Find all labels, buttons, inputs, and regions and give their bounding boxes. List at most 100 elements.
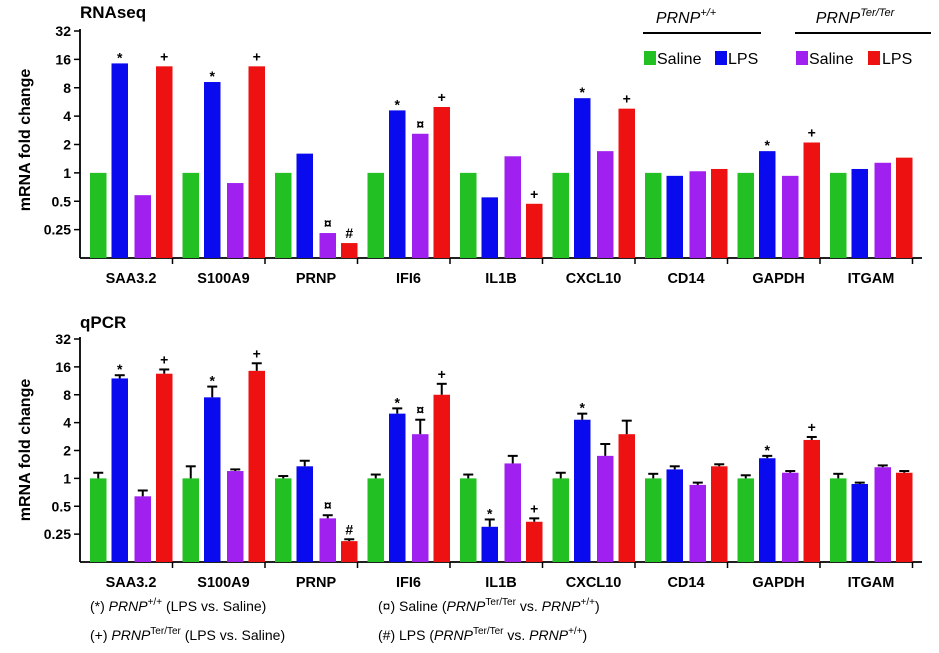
x-category-label: IFI6 (396, 575, 421, 591)
significance-marker: * (765, 442, 771, 458)
x-category-label: CD14 (667, 271, 704, 287)
y-tick-label: 2 (63, 137, 71, 153)
footnote-currency-sup1: Ter/Ter (485, 597, 516, 608)
significance-marker: * (395, 394, 401, 410)
significance-marker: ¤ (324, 497, 332, 513)
bar-itgam-series-3 (896, 472, 913, 562)
chart-rnaseq: 0.25 0.5 1 2 4 8 16 32 SAA3.2 S100A9 PRNP IFI6 IL1B C… (44, 23, 922, 287)
bar-il1b-series-2 (504, 156, 521, 258)
x-category-label: PRNP (296, 575, 337, 591)
legend-group-mutant-header: PRNPTer/Ter (795, 7, 931, 34)
y-tick-label: 0.5 (52, 193, 72, 209)
bar-ifi6-series-3 (433, 394, 450, 562)
footnote-currency-mid: vs. (520, 598, 538, 614)
footnote-currency: (¤) Saline (PRNPTer/Ter vs. PRNP+/+) (378, 597, 600, 614)
y-tick-label: 4 (63, 108, 71, 124)
legend-swatch-wt-lps (715, 51, 727, 65)
legend: PRNP+/+ PRNPTer/Ter Saline LPS Saline LP… (643, 7, 931, 68)
significance-marker: # (345, 521, 353, 537)
bar-s100a9-series-1 (204, 82, 221, 258)
bar-itgam-series-2 (874, 162, 891, 258)
bar-gapdh-series-1 (759, 151, 776, 258)
x-category-label: GAPDH (752, 271, 804, 287)
bar-gapdh-series-2 (782, 175, 799, 258)
bar-prnp-series-3 (341, 541, 358, 562)
footnote-hash-gene1: PRNP (434, 627, 474, 643)
bar-cxcl10-series-0 (552, 172, 569, 258)
significance-marker: * (210, 68, 216, 84)
significance-marker: + (438, 89, 446, 105)
bar-saa32-series-0 (90, 172, 107, 258)
footnote-plus: (+) PRNPTer/Ter (LPS vs. Saline) (90, 626, 285, 643)
y-tick-label: 16 (55, 51, 71, 67)
significance-marker: * (210, 373, 216, 389)
panel-title-rnaseq: RNAseq (80, 3, 146, 22)
footnote-currency-suffix: ) (595, 598, 600, 614)
bar-saa32-series-3 (156, 373, 173, 562)
footnote-hash-symbol: (#) (378, 627, 395, 643)
bar-prnp-series-1 (296, 466, 313, 562)
bar-cxcl10-series-1 (574, 98, 591, 258)
significance-marker: # (345, 225, 353, 241)
legend-swatch-wt-saline (644, 51, 656, 65)
footnote-currency-prefix: Saline ( (399, 598, 447, 614)
y-tick-label: 0.5 (52, 498, 72, 514)
footnote-currency-gene1: PRNP (446, 598, 486, 614)
y-tick-label: 0.25 (44, 222, 71, 238)
legend-label-wt-saline: Saline (657, 51, 702, 68)
bar-itgam-series-2 (874, 467, 891, 562)
legend-group2-gene: PRNP (816, 10, 861, 27)
bar-il1b-series-0 (460, 172, 477, 258)
y-tick-label: 1 (63, 165, 71, 181)
footnote-plus-sup: Ter/Ter (150, 626, 181, 637)
significance-marker: + (530, 186, 538, 202)
bar-gapdh-series-0 (737, 478, 754, 562)
y-tick-label: 0.25 (44, 526, 71, 542)
svg-text:PRNPTer/Ter: PRNPTer/Ter (816, 7, 896, 27)
x-category-label: S100A9 (197, 271, 249, 287)
bar-itgam-series-1 (851, 168, 868, 258)
footnote-star-gene: PRNP (109, 598, 149, 614)
bar-il1b-series-0 (460, 478, 477, 562)
bar-cxcl10-series-3 (618, 434, 635, 562)
significance-marker: + (253, 345, 261, 361)
bar-ifi6-series-3 (433, 106, 450, 258)
bar-itgam-series-3 (896, 157, 913, 258)
bar-s100a9-series-1 (204, 397, 221, 562)
bar-gapdh-series-0 (737, 172, 754, 258)
bar-cd14-series-0 (645, 478, 662, 562)
significance-marker: + (160, 351, 168, 367)
y-axis-label-rnaseq: mRNA fold change (17, 69, 34, 212)
bar-cd14-series-1 (666, 469, 683, 562)
bar-cxcl10-series-2 (597, 455, 614, 562)
footnote-currency-sup2: +/+ (581, 597, 596, 608)
bar-itgam-series-0 (830, 172, 847, 258)
significance-marker: * (580, 84, 586, 100)
bar-ifi6-series-0 (367, 172, 384, 258)
significance-marker: + (160, 48, 168, 64)
bar-prnp-series-0 (275, 172, 292, 258)
y-tick-label: 1 (63, 470, 71, 486)
footnote-hash-gene2: PRNP (529, 627, 569, 643)
bar-saa32-series-1 (111, 378, 128, 562)
footnote-plus-gene: PRNP (111, 627, 151, 643)
bar-cxcl10-series-1 (574, 419, 591, 562)
y-axis-label-qpcr: mRNA fold change (17, 379, 34, 522)
bar-il1b-series-3 (526, 203, 543, 258)
legend-label-ter-lps: LPS (882, 51, 912, 68)
footnote-star-text: (LPS vs. Saline) (166, 598, 266, 614)
footnote-plus-text: (LPS vs. Saline) (185, 627, 285, 643)
x-category-label: ITGAM (848, 271, 895, 287)
x-category-label: CD14 (667, 575, 704, 591)
y-tick-label: 8 (63, 80, 71, 96)
bar-cd14-series-3 (711, 466, 728, 562)
significance-marker: * (117, 49, 123, 65)
legend-group1-genotype: +/+ (700, 7, 716, 19)
legend-label-ter-saline: Saline (809, 51, 854, 68)
bar-il1b-series-1 (481, 197, 498, 258)
legend-group2-genotype: Ter/Ter (860, 7, 895, 19)
bar-ifi6-series-2 (412, 133, 429, 258)
y-tick-label: 16 (55, 359, 71, 375)
bar-itgam-series-1 (851, 483, 868, 562)
